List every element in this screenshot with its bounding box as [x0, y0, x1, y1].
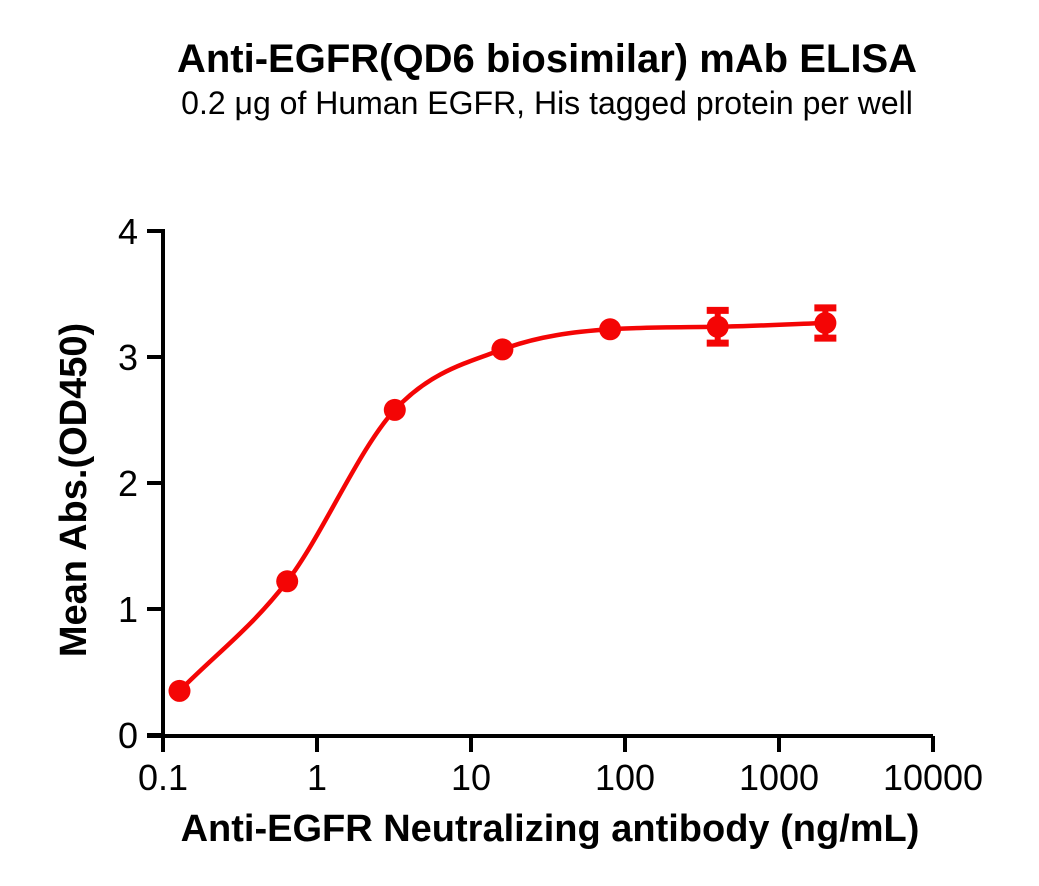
y-tick-label: 4 [118, 211, 138, 252]
data-point [276, 570, 299, 593]
x-tick-label: 1000 [739, 757, 819, 798]
y-axis-title: Mean Abs.(OD450) [53, 323, 95, 657]
x-tick-label: 0.1 [138, 757, 188, 798]
data-point [599, 318, 622, 341]
y-ticks: 0 1 2 3 4 [118, 211, 163, 756]
chart-title: Anti-EGFR(QD6 biosimilar) mAb ELISA [177, 37, 917, 81]
data-point [706, 315, 729, 338]
y-tick-label: 1 [118, 589, 138, 630]
data-point [383, 398, 406, 421]
y-tick-label: 3 [118, 337, 138, 378]
data-point [168, 679, 191, 702]
chart-subtitle: 0.2 μg of Human EGFR, His tagged protein… [181, 85, 913, 121]
x-tick-label: 1 [307, 757, 327, 798]
x-tick-label: 100 [595, 757, 655, 798]
x-axis-title: Anti-EGFR Neutralizing antibody (ng/mL) [181, 808, 920, 850]
x-ticks: 0.1 1 10 100 1000 10000 [138, 736, 983, 798]
data-point [814, 312, 837, 334]
data-point [491, 338, 514, 361]
x-tick-label: 10 [451, 757, 491, 798]
x-tick-label: 10000 [883, 757, 983, 798]
y-tick-label: 2 [118, 463, 138, 504]
fit-curve [177, 320, 826, 693]
y-tick-label: 0 [118, 715, 138, 756]
data-points [168, 312, 837, 702]
